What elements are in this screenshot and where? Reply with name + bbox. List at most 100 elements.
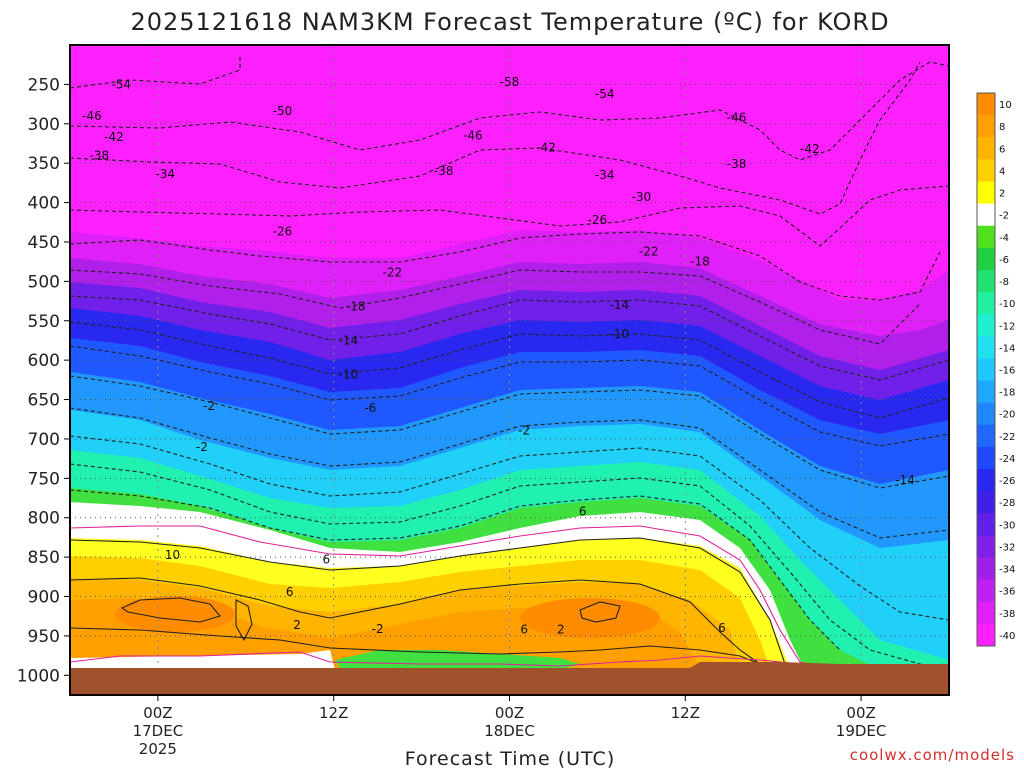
contour-mid-1	[70, 295, 949, 381]
legend-swatch	[977, 115, 995, 138]
terrain-below-ground	[70, 668, 949, 695]
contour-label: 6	[718, 621, 726, 635]
legend-swatch	[977, 491, 995, 514]
legend-swatch	[977, 181, 995, 205]
contour-mid-2	[70, 321, 949, 419]
pressure-axis: 250 300 350 400 450 500 550 600 650 700 750 800 850 9…	[17, 75, 70, 686]
contour-label: 6	[323, 552, 331, 566]
legend-label: -4	[999, 233, 1009, 244]
time-tick-date: 18DEC	[484, 722, 535, 740]
contour-label: -54	[111, 77, 131, 91]
pressure-tick-label: 350	[28, 154, 60, 174]
time-tick-label: 00Z	[143, 704, 172, 722]
legend-label: -20	[999, 410, 1015, 421]
legend-label: 2	[999, 189, 1005, 200]
pressure-tick-label: 650	[28, 391, 60, 411]
legend-frame	[976, 92, 996, 647]
contour-mid-4	[70, 375, 949, 489]
pressure-tick-label: 250	[28, 75, 60, 95]
legend-swatch	[977, 314, 995, 337]
contour-upper-3	[70, 61, 921, 215]
legend-label: -28	[999, 498, 1015, 509]
pressure-tick-label: 600	[28, 351, 60, 371]
contour-label: -46	[727, 110, 747, 124]
contour-low-1	[70, 463, 949, 669]
legend-label: -14	[999, 343, 1015, 354]
contour-label: -34	[595, 168, 615, 182]
legend-label: 8	[999, 122, 1005, 133]
legend-swatch	[977, 579, 995, 603]
pressure-tick-label: 550	[28, 312, 60, 332]
contour-label: 6	[579, 504, 587, 518]
contour-label: -14	[895, 473, 915, 487]
contour-mid-3	[70, 345, 949, 447]
contour-label: -38	[727, 157, 747, 171]
pressure-tick-label: 750	[28, 469, 60, 489]
contour-warm-10-right	[579, 601, 621, 623]
contour-label: -26	[273, 225, 293, 239]
legend-label: -24	[999, 454, 1015, 465]
legend-label: -2	[999, 211, 1009, 222]
contour-labels: -54 -58-54-46 -50 -46-42 -46-42 -42-38-34 -38-…	[82, 75, 915, 637]
contour-label: -26	[588, 213, 608, 227]
pressure-tick-label: 700	[28, 430, 60, 450]
contour-label: 6	[520, 623, 528, 637]
legend-label: -32	[999, 542, 1015, 553]
time-tick-year: 2025	[139, 740, 177, 758]
legend-label: 6	[999, 144, 1005, 155]
contour-upper-1	[70, 55, 241, 89]
contour-label: -14	[339, 333, 359, 347]
contour-label: -18	[346, 300, 366, 314]
contour-label: -50	[273, 104, 293, 118]
legend-swatch	[977, 402, 995, 426]
contour-label: -2	[518, 423, 530, 437]
legend-label: -22	[999, 432, 1015, 443]
legend-label: -16	[999, 366, 1015, 377]
legend-label: -8	[999, 277, 1009, 288]
contour-label: -2	[196, 440, 208, 454]
contour-low-2	[70, 489, 841, 651]
contour-label: 2	[557, 623, 565, 637]
pressure-tick-label: 500	[28, 272, 60, 292]
contour-label: -14	[610, 298, 630, 312]
contour-label: -38	[89, 148, 109, 162]
warm-pocket-right	[520, 598, 660, 638]
warm-pocket-left	[115, 596, 235, 632]
legend-swatch	[977, 336, 995, 359]
x-axis-label: Forecast Time (UTC)	[405, 748, 615, 768]
legend-swatch	[977, 203, 995, 227]
terrain-bump	[690, 662, 949, 668]
legend-label: -38	[999, 609, 1015, 620]
contour-label: -46	[82, 109, 102, 123]
time-tick-label: 00Z	[846, 704, 875, 722]
legend-label: -10	[999, 299, 1015, 310]
legend-label: -34	[999, 565, 1015, 576]
time-tick-label: 00Z	[495, 704, 524, 722]
contour-mid-5	[70, 407, 949, 539]
contour-upper-6	[70, 269, 921, 345]
color-legend: 10 8 6 4 2 -2 -4 -6 -8 -10 -12 -14 -16 -18 -20 -22 -24 -2…	[976, 92, 1015, 647]
contour-label: -54	[595, 87, 615, 101]
contour-warm-2	[70, 537, 786, 665]
contour-label: -38	[434, 164, 454, 178]
contour-label: -2	[203, 399, 215, 413]
legend-label: -26	[999, 476, 1015, 487]
contour-label: -42	[104, 130, 124, 144]
legend-label: 10	[999, 100, 1012, 111]
legend-label: -12	[999, 321, 1015, 332]
contour-label: -34	[155, 167, 175, 181]
contour-label: -30	[632, 190, 652, 204]
pressure-tick-label: 300	[28, 115, 60, 135]
white-surface-strip	[70, 650, 335, 670]
contour-label: -10	[339, 367, 359, 381]
contour-upper-2	[70, 61, 949, 161]
pressure-tick-label: 1000	[17, 666, 60, 686]
time-tick-date: 17DEC	[133, 722, 184, 740]
legend-label: -40	[999, 631, 1015, 642]
contour-label: -22	[382, 266, 402, 280]
legend-label: -6	[999, 255, 1009, 266]
legend-swatch	[977, 225, 995, 249]
legend-swatch	[977, 380, 995, 404]
